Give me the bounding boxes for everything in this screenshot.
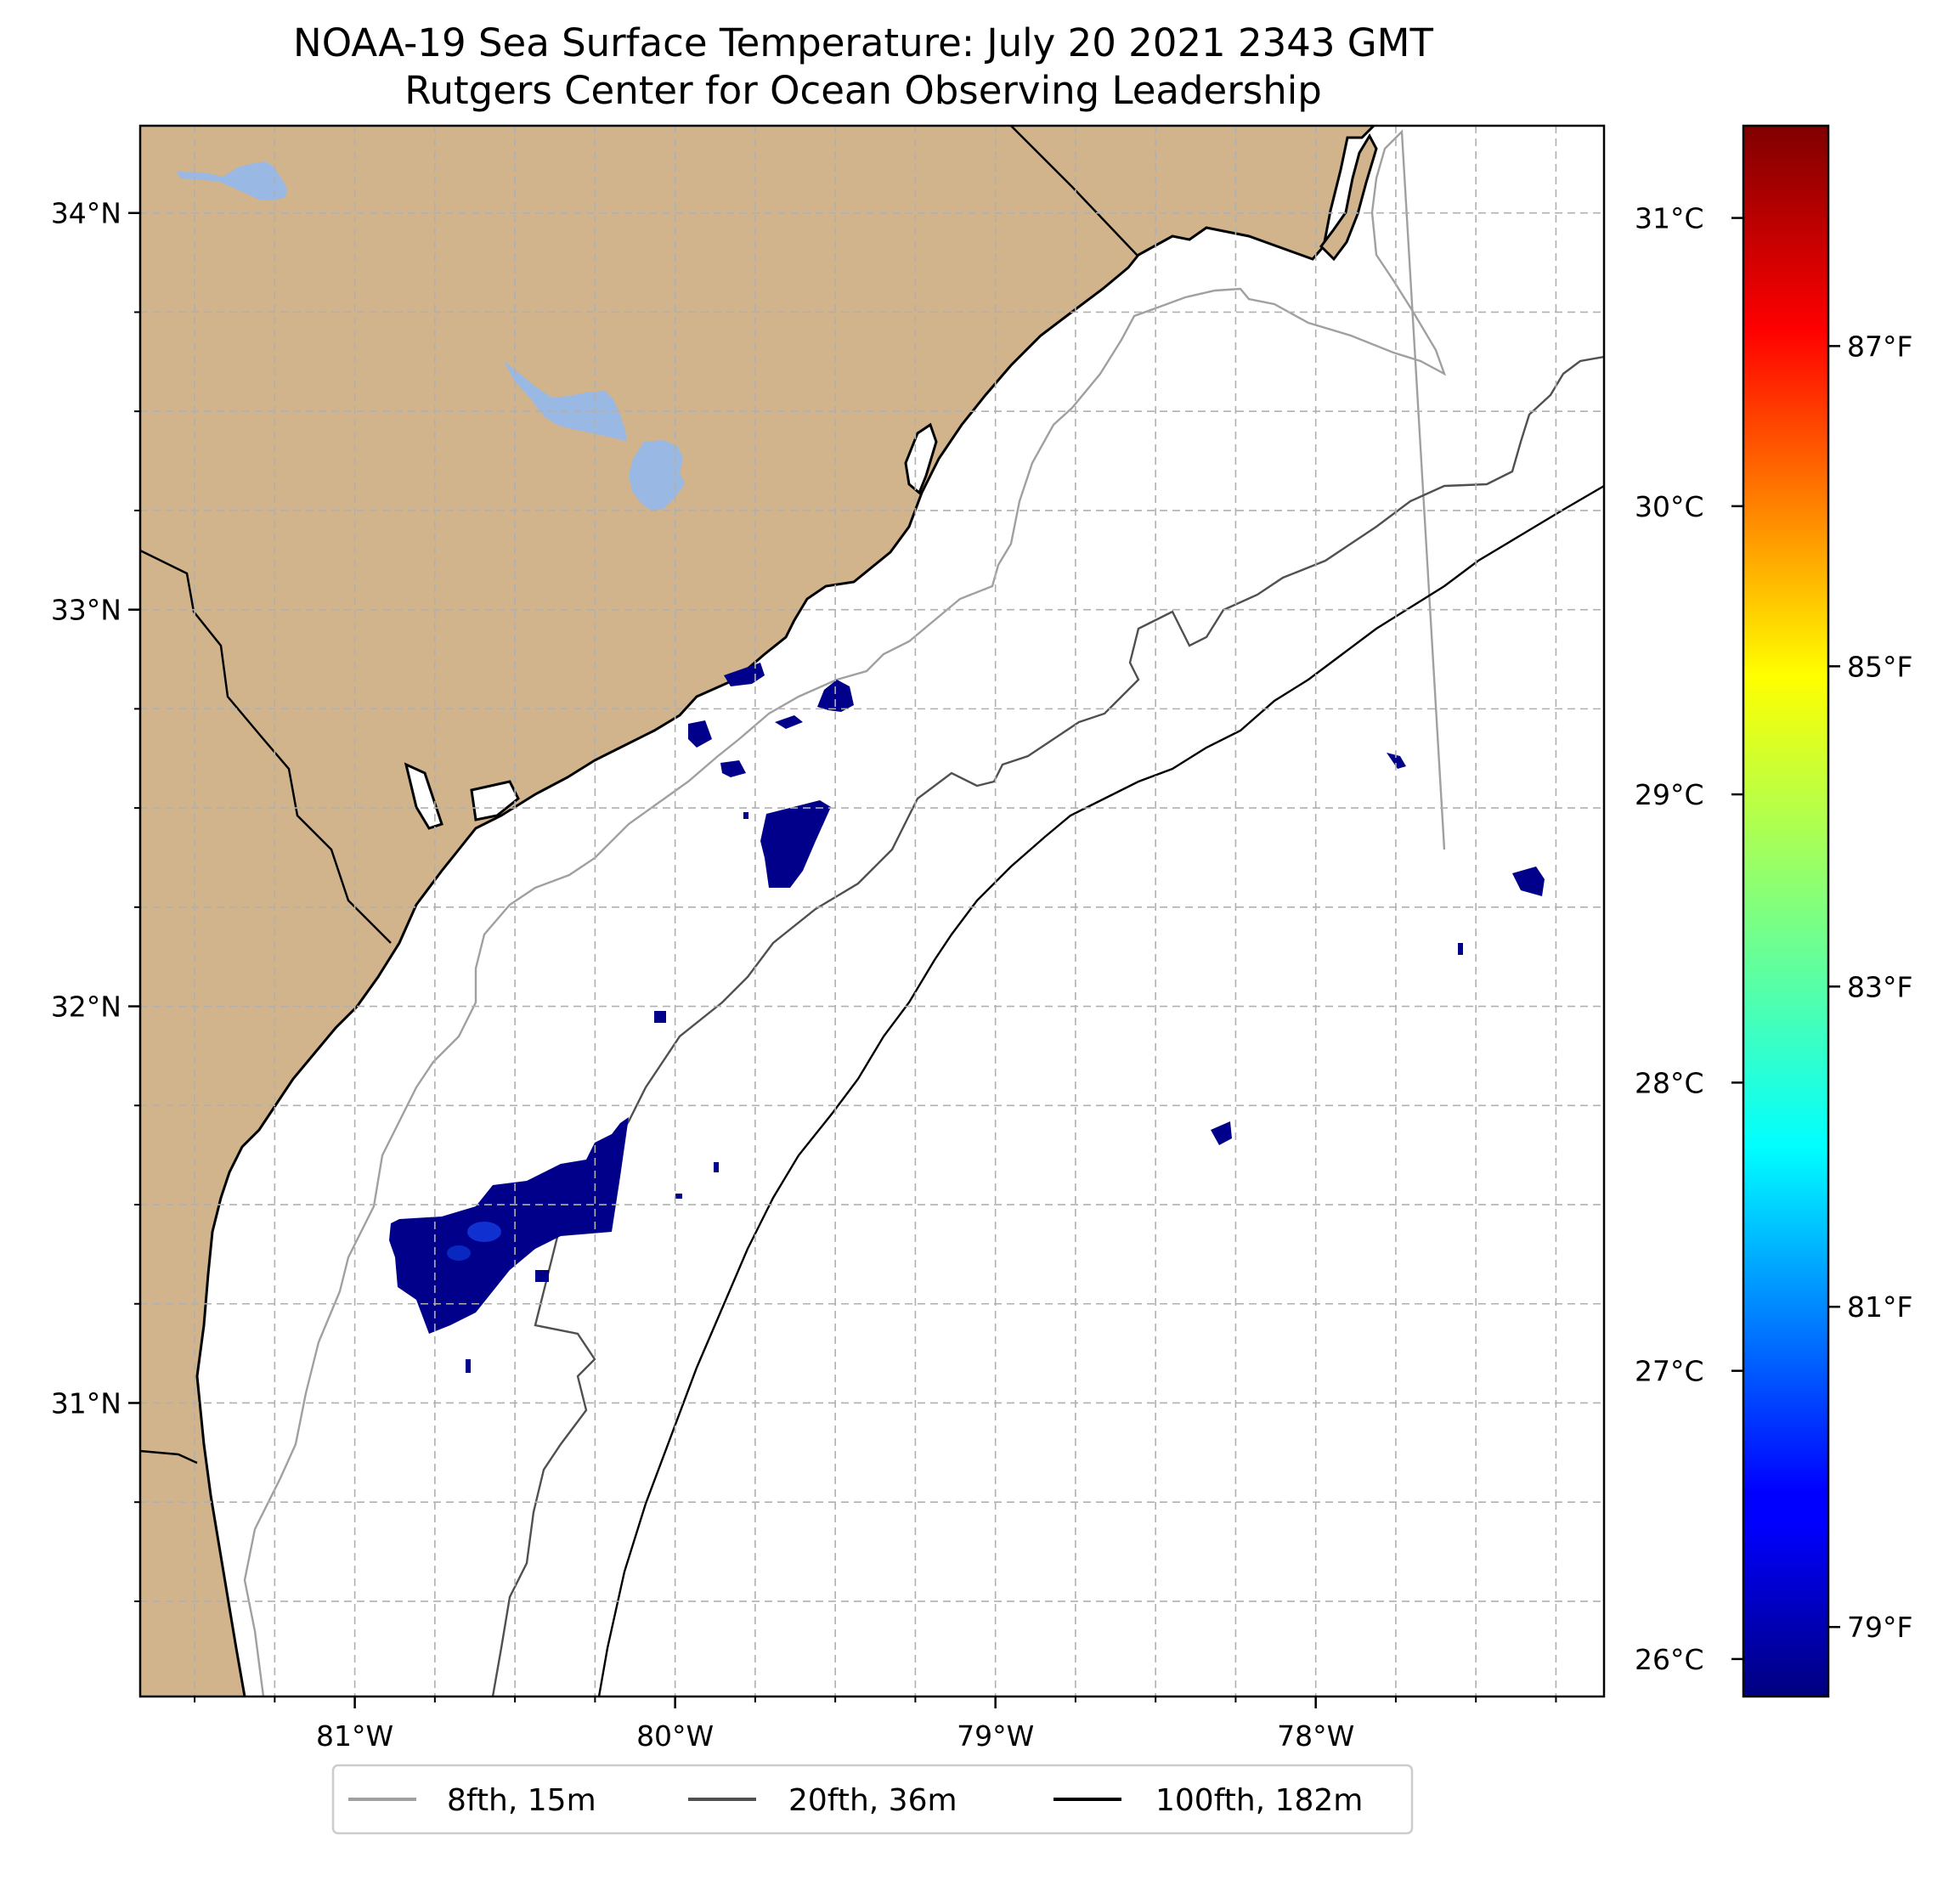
celsius-tick-label: 26°C xyxy=(1635,1643,1704,1676)
map-title-line1: NOAA-19 Sea Surface Temperature: July 20… xyxy=(293,20,1433,65)
barrier-island xyxy=(1319,133,1378,262)
lat-tick-label: 33°N xyxy=(51,594,121,627)
sst-patch xyxy=(688,720,712,748)
state-border xyxy=(140,549,392,944)
lon-tick-label: 81°W xyxy=(316,1719,393,1753)
sst-patch xyxy=(1512,867,1545,896)
lat-tick-label: 34°N xyxy=(51,197,121,230)
map-panel: 81°W 80°W 79°W 78°W 31°N 32°N 33°N 34°N xyxy=(51,124,1606,1753)
coastline xyxy=(195,126,1375,1697)
colorbar-axes: 26°C 27°C 28°C 29°C 30°C 31°C 79°F 81°F 83°F 85°F… xyxy=(1635,202,1912,1676)
legend-label-100fth: 100fth, 182m xyxy=(1155,1783,1363,1818)
sst-patch xyxy=(714,1162,719,1172)
sst-warm-spot xyxy=(467,1222,501,1242)
lon-tick-label: 78°W xyxy=(1277,1719,1354,1753)
sst-patch xyxy=(654,1011,666,1023)
estuary-inlet xyxy=(404,762,443,830)
legend-label-8fth: 8fth, 15m xyxy=(447,1783,596,1818)
fahrenheit-tick-label: 85°F xyxy=(1847,650,1912,683)
lon-tick-label: 80°W xyxy=(636,1719,714,1753)
isobath-legend: 8fth, 15m 20fth, 36m 100fth, 182m xyxy=(331,1764,1414,1835)
lake-moultrie-upper xyxy=(504,361,627,442)
sst-warm-spot xyxy=(447,1245,471,1261)
colorbar: 26°C 27°C 28°C 29°C 30°C 31°C 79°F 81°F 83°F 85°F… xyxy=(1635,124,1912,1698)
fahrenheit-tick-label: 87°F xyxy=(1847,330,1912,363)
sst-patch xyxy=(1387,753,1406,769)
sst-patch xyxy=(760,800,831,888)
legend-frame xyxy=(331,1764,1414,1835)
sst-patch xyxy=(724,663,765,686)
sst-patch xyxy=(720,760,746,777)
sst-patch xyxy=(1211,1121,1232,1145)
lon-tick-label: 79°W xyxy=(957,1719,1034,1753)
map-axes: 81°W 80°W 79°W 78°W 31°N 32°N 33°N 34°N xyxy=(51,197,1557,1753)
isobath-8fth xyxy=(243,129,1447,1697)
state-border xyxy=(1010,126,1139,257)
sst-patch xyxy=(675,1194,682,1199)
map-frame xyxy=(138,124,1606,1698)
estuary-inlet xyxy=(904,422,938,495)
celsius-tick-label: 31°C xyxy=(1635,202,1704,235)
lat-tick-label: 31°N xyxy=(51,1386,121,1420)
sst-patches xyxy=(389,663,1545,1373)
fahrenheit-tick-label: 81°F xyxy=(1847,1290,1912,1324)
celsius-tick-label: 30°C xyxy=(1635,490,1704,523)
map-gridlines xyxy=(140,126,1604,1697)
colorbar-gradient xyxy=(1742,124,1830,1698)
state-border xyxy=(140,1449,198,1465)
celsius-tick-label: 27°C xyxy=(1635,1355,1704,1388)
fahrenheit-tick-label: 83°F xyxy=(1847,970,1912,1003)
celsius-tick-label: 29°C xyxy=(1635,778,1704,811)
sst-patch xyxy=(1458,943,1463,955)
isobath-100fth xyxy=(597,484,1604,1697)
sst-patch xyxy=(466,1359,471,1373)
estuary-inlet xyxy=(470,780,520,821)
map-title-line2: Rutgers Center for Ocean Observing Leade… xyxy=(404,68,1322,113)
lake-marion xyxy=(177,161,287,200)
sst-patch xyxy=(775,715,803,729)
sst-patch xyxy=(535,1270,549,1282)
land-mass xyxy=(140,126,1374,1697)
fahrenheit-tick-label: 79°F xyxy=(1847,1611,1912,1644)
lat-tick-label: 32°N xyxy=(51,991,121,1024)
sst-patch xyxy=(743,812,748,819)
isobath-20fth xyxy=(491,355,1604,1697)
lake-moultrie-lower xyxy=(629,440,685,511)
sst-patch xyxy=(389,1117,629,1334)
sst-patch xyxy=(817,680,854,712)
legend-label-20fth: 20fth, 36m xyxy=(788,1783,957,1818)
celsius-tick-label: 28°C xyxy=(1635,1066,1704,1099)
